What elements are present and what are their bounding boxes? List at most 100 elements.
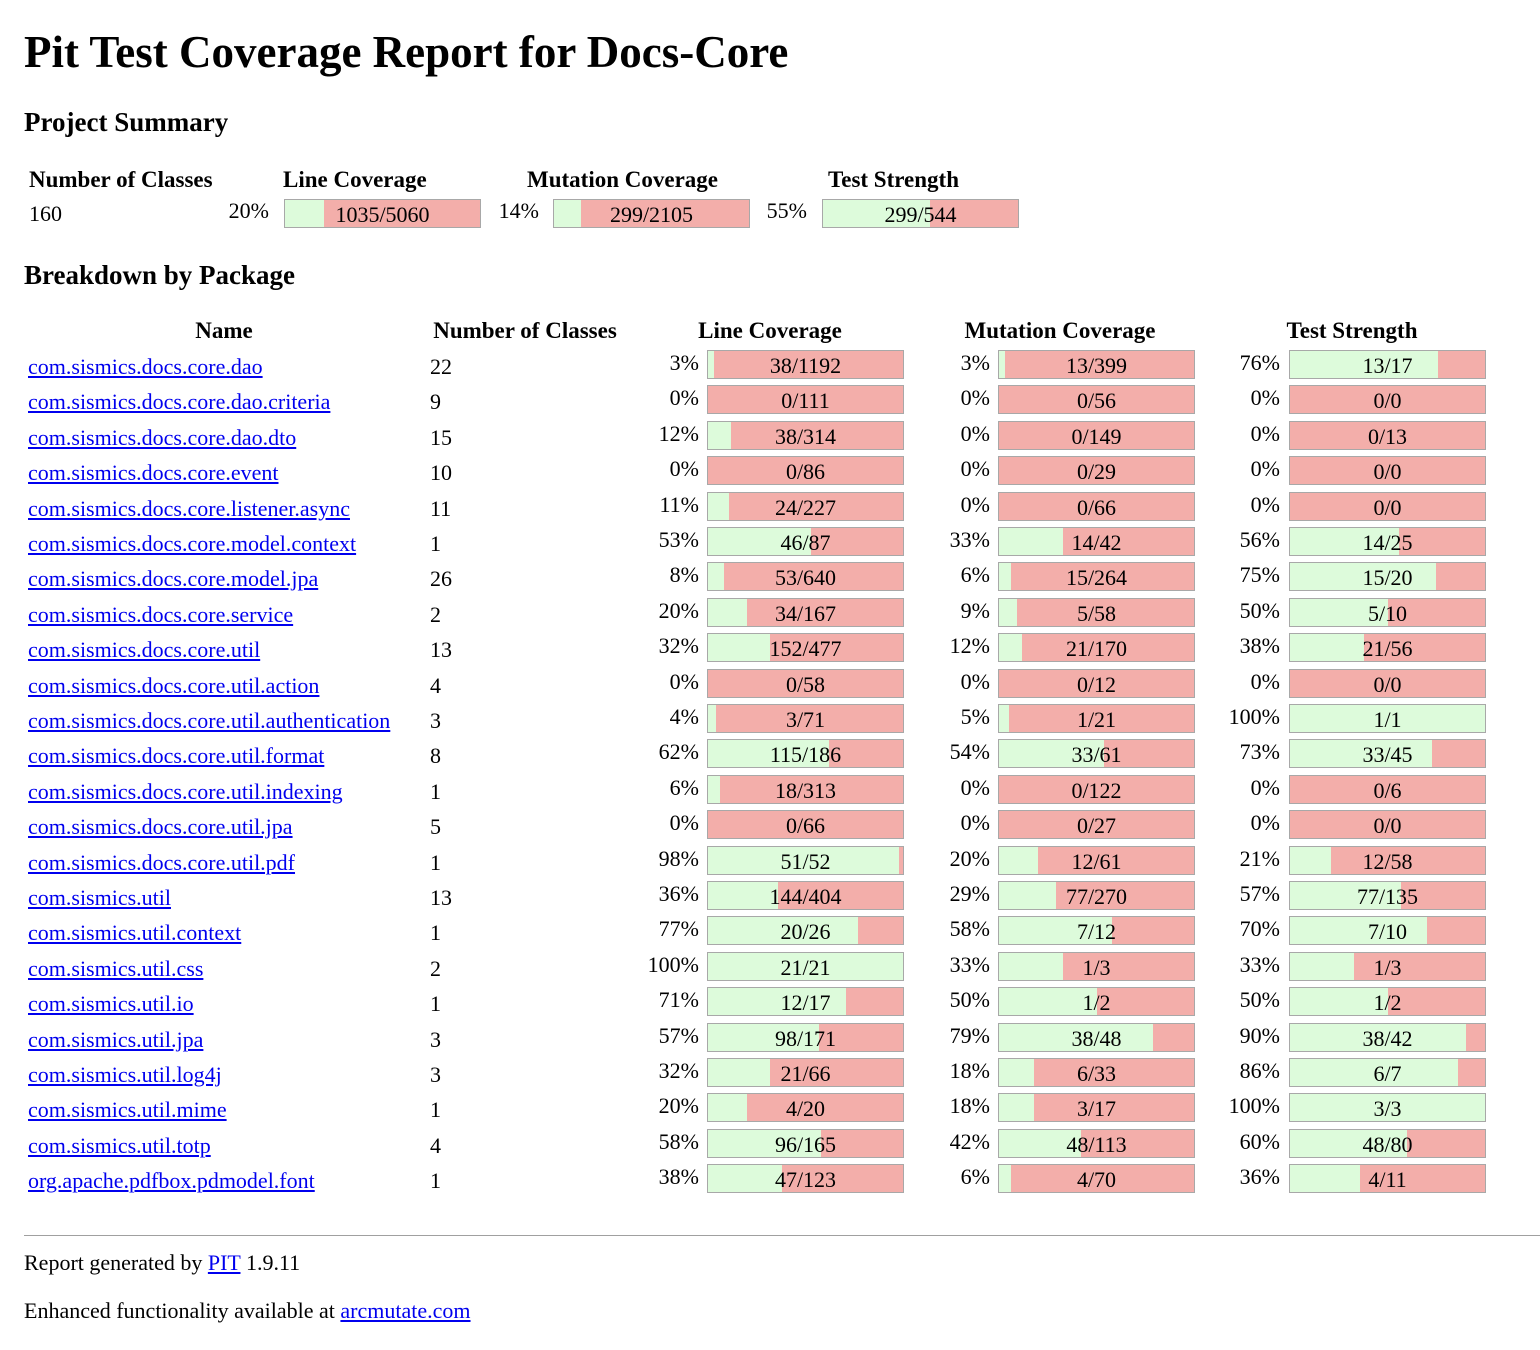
coverage-fill — [708, 1165, 783, 1193]
package-link[interactable]: com.sismics.util.io — [28, 991, 194, 1017]
line-coverage-count: 34/167 — [774, 600, 837, 626]
coverage-fill — [708, 351, 714, 378]
package-link[interactable]: com.sismics.util.jpa — [28, 1026, 204, 1052]
package-link[interactable]: com.sismics.docs.core.event — [28, 460, 279, 486]
mutation-coverage-bar: 0/56 — [998, 385, 1195, 415]
strength-coverage-pct: 50% — [1239, 987, 1280, 1013]
line-coverage-bar: 34/167 — [707, 597, 904, 627]
coverage-fill — [999, 988, 1097, 1016]
mutation-coverage-pct: 0% — [960, 810, 990, 836]
strength-coverage-bar: 15/20 — [1289, 562, 1486, 592]
package-class-count: 2 — [430, 601, 441, 627]
package-link[interactable]: com.sismics.docs.core.util.action — [28, 672, 320, 698]
package-link[interactable]: com.sismics.docs.core.dao.dto — [28, 424, 297, 450]
package-class-count: 1 — [430, 991, 441, 1017]
strength-coverage-count: 0/0 — [1373, 459, 1402, 485]
mutation-coverage-bar: 38/48 — [998, 1022, 1195, 1052]
package-link[interactable]: com.sismics.docs.core.dao — [28, 354, 263, 379]
coverage-fill — [1290, 598, 1388, 626]
package-class-count: 1 — [430, 920, 441, 946]
line-coverage-pct: 58% — [658, 1128, 699, 1154]
coverage-fill — [999, 917, 1113, 945]
package-class-count: 15 — [430, 424, 452, 450]
mutation-coverage-pct: 29% — [949, 881, 990, 906]
footer-divider — [24, 1235, 1540, 1236]
line-coverage-bar: 53/640 — [707, 562, 904, 592]
strength-coverage-pct: 0% — [1250, 668, 1280, 694]
strength-coverage-pct: 33% — [1239, 951, 1280, 977]
package-link[interactable]: org.apache.pdfbox.pdmodel.font — [28, 1168, 315, 1194]
package-link[interactable]: com.sismics.docs.core.model.context — [28, 531, 357, 556]
package-link[interactable]: com.sismics.util.totp — [28, 1132, 211, 1158]
coverage-fill — [708, 775, 720, 803]
coverage-fill — [1290, 917, 1427, 945]
package-class-count: 1 — [430, 849, 441, 875]
mutation-coverage-pct: 6% — [960, 1164, 990, 1190]
package-class-count: 4 — [430, 672, 441, 698]
mutation-coverage-pct: 0% — [960, 456, 990, 482]
line-coverage-bar: 47/123 — [707, 1164, 904, 1194]
summary-line-bar: 1035/5060 — [284, 199, 481, 228]
strength-coverage-bar: 1/3 — [1289, 951, 1486, 981]
arcmutate-link[interactable]: arcmutate.com — [340, 1298, 471, 1323]
line-coverage-bar: 20/26 — [707, 916, 904, 946]
package-link[interactable]: com.sismics.docs.core.listener.async — [28, 495, 350, 521]
line-coverage-bar: 96/165 — [707, 1128, 904, 1158]
strength-coverage-pct: 57% — [1239, 881, 1280, 906]
strength-coverage-pct: 36% — [1239, 1164, 1280, 1190]
coverage-fill — [999, 1129, 1081, 1157]
mutation-coverage-count: 33/61 — [1071, 742, 1122, 768]
mutation-coverage-bar: 0/149 — [998, 420, 1195, 450]
coverage-fill — [1290, 952, 1355, 980]
strength-coverage-count: 21/56 — [1362, 636, 1413, 662]
package-class-count: 9 — [430, 389, 441, 415]
package-link[interactable]: com.sismics.docs.core.util.authenticatio… — [28, 708, 391, 733]
line-coverage-pct: 0% — [669, 668, 699, 694]
strength-coverage-bar: 0/13 — [1289, 420, 1486, 450]
package-link[interactable]: com.sismics.docs.core.dao.criteria — [28, 389, 331, 415]
project-summary-table: Number of Classes Line Coverage Mutation… — [24, 165, 1034, 235]
package-link[interactable]: com.sismics.util.mime — [28, 1097, 227, 1123]
strength-coverage-pct: 60% — [1239, 1128, 1280, 1154]
package-row: org.apache.pdfbox.pdmodel.font 1 38% 47/123… — [24, 1164, 1504, 1199]
report-generated-line: Report generated by PIT 1.9.11 — [24, 1250, 300, 1276]
strength-coverage-bar: 0/6 — [1289, 774, 1486, 804]
package-link[interactable]: com.sismics.docs.core.util.pdf — [28, 849, 296, 875]
package-link[interactable]: com.sismics.util.css — [28, 955, 204, 981]
line-coverage-pct: 12% — [658, 420, 699, 446]
strength-coverage-count: 4/11 — [1368, 1167, 1407, 1193]
package-link[interactable]: com.sismics.util — [28, 885, 171, 910]
coverage-fill — [285, 200, 324, 227]
line-coverage-bar: 115/186 — [707, 739, 904, 769]
package-link[interactable]: com.sismics.docs.core.util — [28, 637, 261, 663]
mutation-coverage-bar: 0/122 — [998, 774, 1195, 804]
line-coverage-pct: 0% — [669, 810, 699, 836]
package-link[interactable]: com.sismics.util.log4j — [28, 1062, 222, 1087]
package-class-count: 11 — [430, 495, 452, 521]
package-link[interactable]: com.sismics.docs.core.service — [28, 601, 294, 627]
package-link[interactable]: com.sismics.docs.core.util.format — [28, 743, 325, 769]
mutation-coverage-count: 1/2 — [1082, 990, 1111, 1016]
package-link[interactable]: com.sismics.docs.core.util.indexing — [28, 778, 343, 804]
coverage-fill — [708, 882, 779, 909]
line-coverage-bar: 38/1192 — [707, 350, 904, 379]
package-link[interactable]: com.sismics.docs.core.model.jpa — [28, 566, 319, 592]
package-row: com.sismics.docs.core.util.action 4 0% 0/58… — [24, 668, 1504, 704]
line-coverage-count: 38/314 — [774, 423, 837, 449]
strength-coverage-count: 15/20 — [1362, 565, 1413, 591]
pit-link[interactable]: PIT — [207, 1250, 241, 1275]
strength-coverage-bar: 48/80 — [1289, 1128, 1486, 1158]
mutation-coverage-count: 6/33 — [1076, 1061, 1117, 1086]
package-link[interactable]: com.sismics.docs.core.util.jpa — [28, 814, 293, 840]
mutation-coverage-pct: 0% — [960, 491, 990, 517]
strength-coverage-bar: 3/3 — [1289, 1093, 1486, 1123]
mutation-coverage-pct: 5% — [960, 704, 990, 729]
package-row: com.sismics.docs.core.util 13 32% 152/477 12… — [24, 633, 1504, 668]
line-coverage-pct: 4% — [669, 704, 699, 729]
mutation-coverage-count: 0/29 — [1076, 459, 1117, 485]
coverage-fill — [708, 492, 730, 520]
mutation-coverage-pct: 58% — [949, 916, 990, 942]
package-link[interactable]: com.sismics.util.context — [28, 920, 242, 946]
mutation-coverage-bar: 21/170 — [998, 633, 1195, 663]
line-coverage-pct: 0% — [669, 456, 699, 482]
